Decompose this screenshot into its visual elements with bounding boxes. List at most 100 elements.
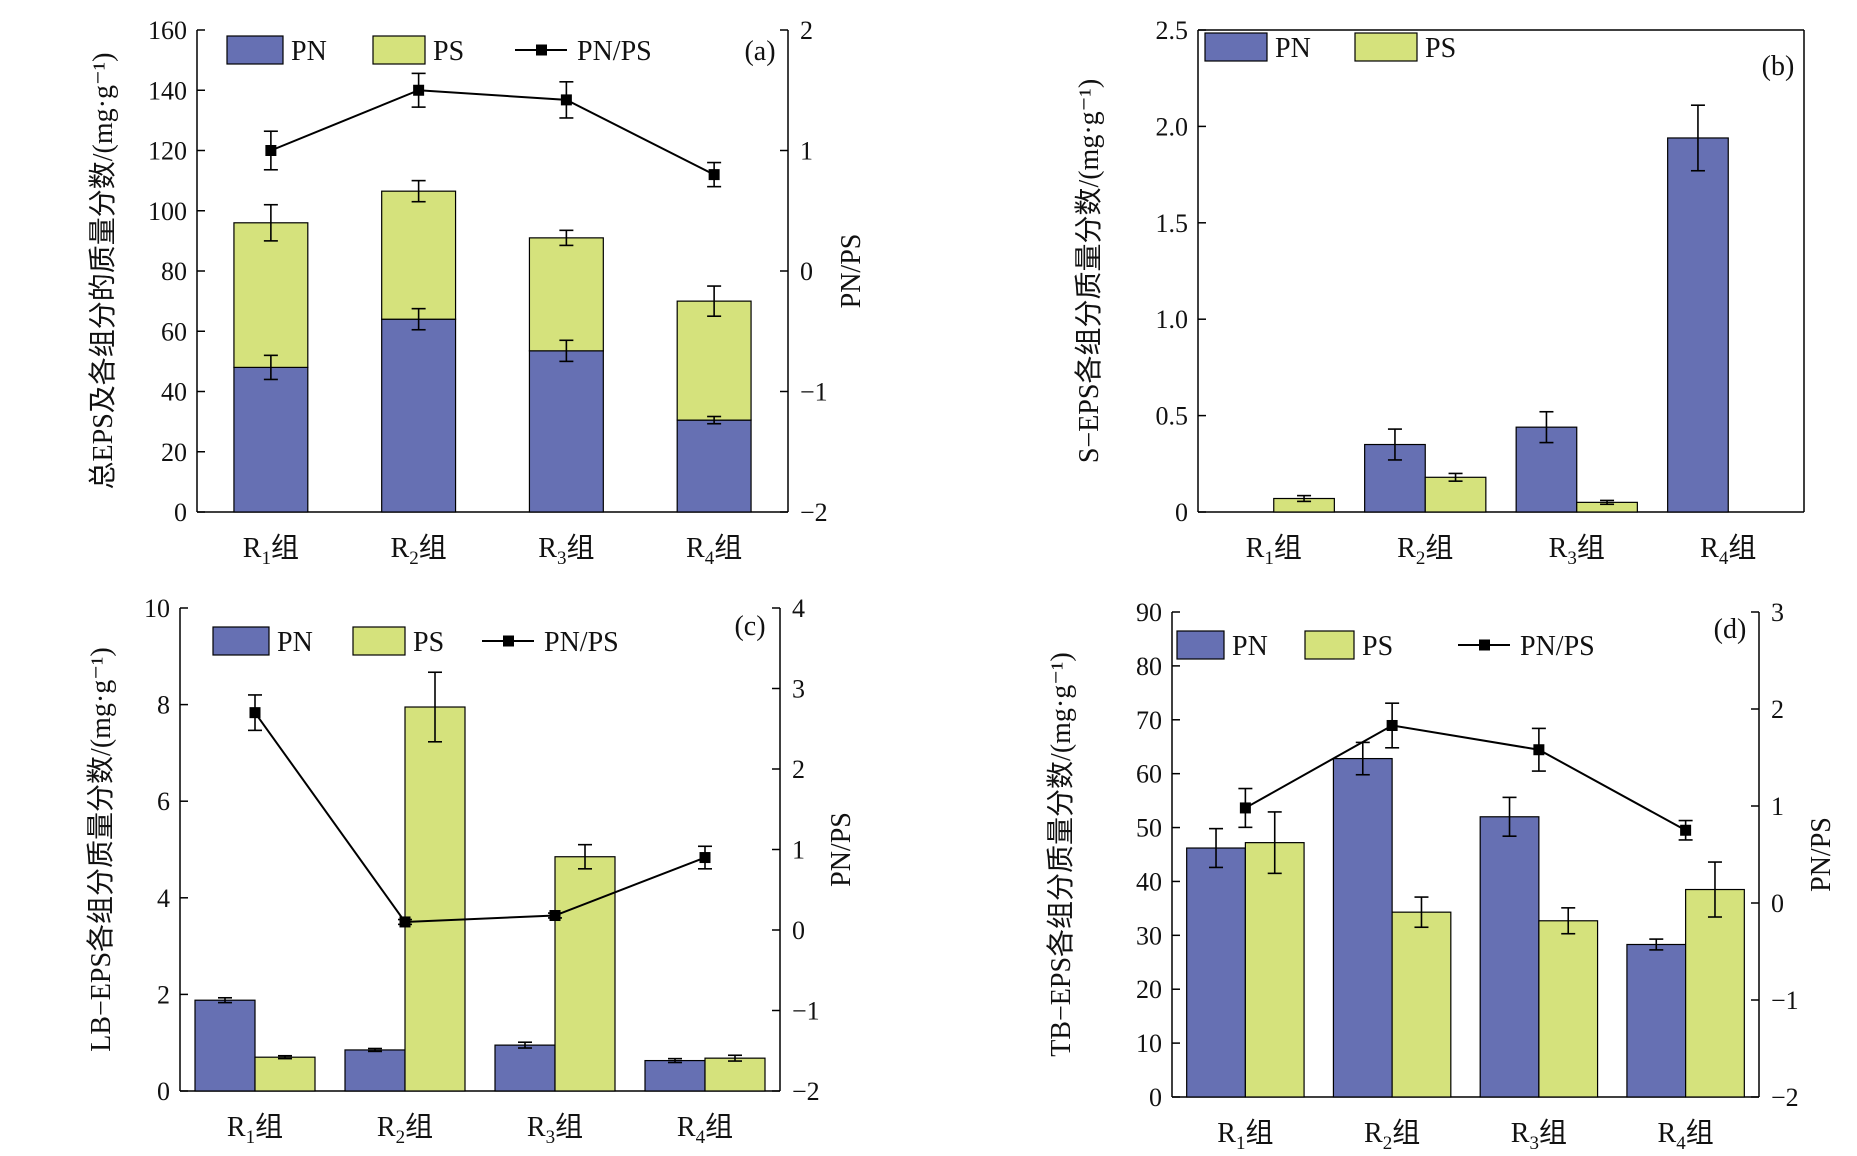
legend-label-ps: PS [413, 627, 444, 658]
bar-pn-4 [644, 1059, 706, 1092]
bar-pn-4 [676, 419, 752, 513]
legend-swatch-ps [352, 626, 406, 656]
y2-tick-label: −2 [1771, 1083, 1799, 1112]
y-tick-label: 40 [1136, 867, 1162, 896]
legend-swatch-pn [1176, 630, 1225, 660]
y-tick-label: 0 [174, 498, 187, 527]
panel-tag: (b) [1762, 51, 1795, 82]
bar-pn-3 [528, 350, 604, 513]
x-tick-label: R4组 [1658, 1117, 1714, 1151]
y-tick-label: 2.0 [1156, 112, 1189, 141]
y2-tick-label: 4 [792, 594, 805, 623]
bar-ps-1 [1244, 842, 1305, 1098]
y2-tick-label: 3 [1771, 598, 1784, 627]
bar-ps-4 [676, 300, 752, 421]
y2-tick-label: 0 [792, 916, 805, 945]
y2-axis-title: PN/PS [836, 234, 867, 309]
y-tick-label: 2 [157, 980, 170, 1009]
y2-tick-label: 1 [1771, 792, 1784, 821]
x-tick-label: R2组 [1364, 1117, 1420, 1151]
y-tick-label: 10 [144, 594, 170, 623]
legend-label-ps: PS [1425, 33, 1456, 64]
legend-swatch-pnps-marker [503, 635, 514, 647]
legend-swatch-ps [1304, 630, 1355, 660]
chart-panel-d: 0 10 20 30 40 50 60 70 80 90 −2 −1 0 1 2 3 R1组 R2组 R3组 R4组 P… [1045, 598, 1837, 1154]
y-tick-label: 90 [1136, 598, 1162, 627]
y-tick-label: 4 [157, 884, 170, 913]
legend-swatch-pn [1204, 32, 1268, 62]
y2-axis-title: PN/PS [1806, 817, 1837, 892]
y-tick-label: 0 [157, 1077, 170, 1106]
y-tick-label: 140 [148, 76, 187, 105]
bar-pn-3 [1479, 816, 1540, 1098]
pnps-point-1 [1239, 802, 1251, 814]
x-tick-label: R1组 [1217, 1117, 1273, 1151]
y-tick-label: 2.5 [1156, 16, 1189, 45]
pnps-point-4 [699, 852, 711, 864]
x-tick-label: R1组 [243, 532, 299, 569]
bar-pn-1 [1186, 847, 1246, 1098]
y2-tick-label: −2 [800, 498, 828, 527]
bar-ps-4 [704, 1057, 766, 1092]
legend-label-pnps: PN/PS [1520, 631, 1595, 662]
bar-pn-1 [233, 366, 309, 513]
legend-label-ps: PS [433, 36, 464, 67]
bar-ps-4 [1685, 888, 1745, 1098]
bar-ps-2 [1391, 911, 1452, 1098]
y2-tick-label: −1 [800, 378, 828, 407]
y-tick-label: 100 [148, 197, 187, 226]
y-tick-label: 0.5 [1156, 402, 1189, 431]
bar-ps-2 [1424, 476, 1487, 513]
y-tick-label: 1.5 [1156, 209, 1189, 238]
y-tick-label: 60 [1136, 760, 1162, 789]
x-tick-label: R4组 [686, 532, 742, 569]
legend-label-pn: PN [1275, 33, 1311, 64]
y-axis-title: 总EPS及各组分的质量分数/(mg·g⁻¹) [87, 53, 119, 490]
y-axis-title: S−EPS各组分质量分数/(mg·g⁻¹) [1073, 79, 1105, 463]
pnps-point-3 [549, 910, 561, 922]
y-tick-label: 60 [161, 317, 187, 346]
y2-tick-label: 2 [1771, 695, 1784, 724]
legend-swatch-ps [372, 35, 426, 65]
y-axis-title: TB−EPS各组分质量分数/(mg·g⁻¹) [1045, 652, 1077, 1057]
pnps-line [270, 89, 715, 176]
x-tick-label: R3组 [527, 1111, 583, 1148]
chart-panel-b: 0 0.5 1.0 1.5 2.0 2.5 R1组 R2组 R3组 R4组 PN PS (b) S−EPS… [1073, 16, 1805, 569]
y-tick-label: 30 [1136, 921, 1162, 950]
y2-tick-label: 0 [800, 257, 813, 286]
pnps-point-2 [399, 916, 411, 928]
bar-ps-3 [554, 856, 616, 1092]
bar-ps-1 [233, 222, 309, 369]
legend-swatch-pnps-marker [1479, 639, 1490, 651]
panel-tag: (d) [1714, 614, 1747, 645]
y-tick-label: 120 [148, 137, 187, 166]
x-tick-label: R3组 [1511, 1117, 1567, 1151]
legend-label-pnps: PN/PS [577, 36, 652, 67]
y-tick-label: 40 [161, 378, 187, 407]
legend-label-pn: PN [291, 36, 327, 67]
y2-tick-label: 0 [1771, 889, 1784, 918]
y2-tick-label: −2 [792, 1077, 820, 1106]
legend-swatch-pn [226, 35, 284, 65]
pnps-point-2 [1386, 719, 1398, 731]
chart-panel-c: 0 2 4 6 8 10 −2 −1 0 1 2 3 4 R1组 R2组 R3组 R4组 PN PS PN/PS (c)… [85, 594, 857, 1148]
pnps-point-3 [560, 94, 572, 106]
pnps-point-4 [708, 169, 720, 181]
chart-panel-a: 0 20 40 60 80 100 120 140 160 −2 −1 0 1 2 R1组 R2组 R3组 R4组… [87, 16, 867, 569]
y-tick-label: 8 [157, 691, 170, 720]
bar-ps-1 [254, 1056, 316, 1092]
legend-label-pnps: PN/PS [544, 627, 619, 658]
x-tick-label: R2组 [377, 1111, 433, 1148]
y-tick-label: 1.0 [1156, 305, 1189, 334]
x-tick-label: R1组 [1246, 532, 1302, 569]
y2-tick-label: 2 [800, 16, 813, 45]
bar-ps-3 [528, 237, 604, 352]
y-tick-label: 0 [1149, 1083, 1162, 1112]
bar-pn-2 [344, 1049, 406, 1092]
pnps-point-2 [413, 84, 425, 96]
legend-label-ps: PS [1362, 631, 1393, 662]
x-tick-label: R3组 [538, 532, 594, 569]
pnps-line [1244, 724, 1687, 832]
y2-axis-title: PN/PS [826, 812, 857, 887]
